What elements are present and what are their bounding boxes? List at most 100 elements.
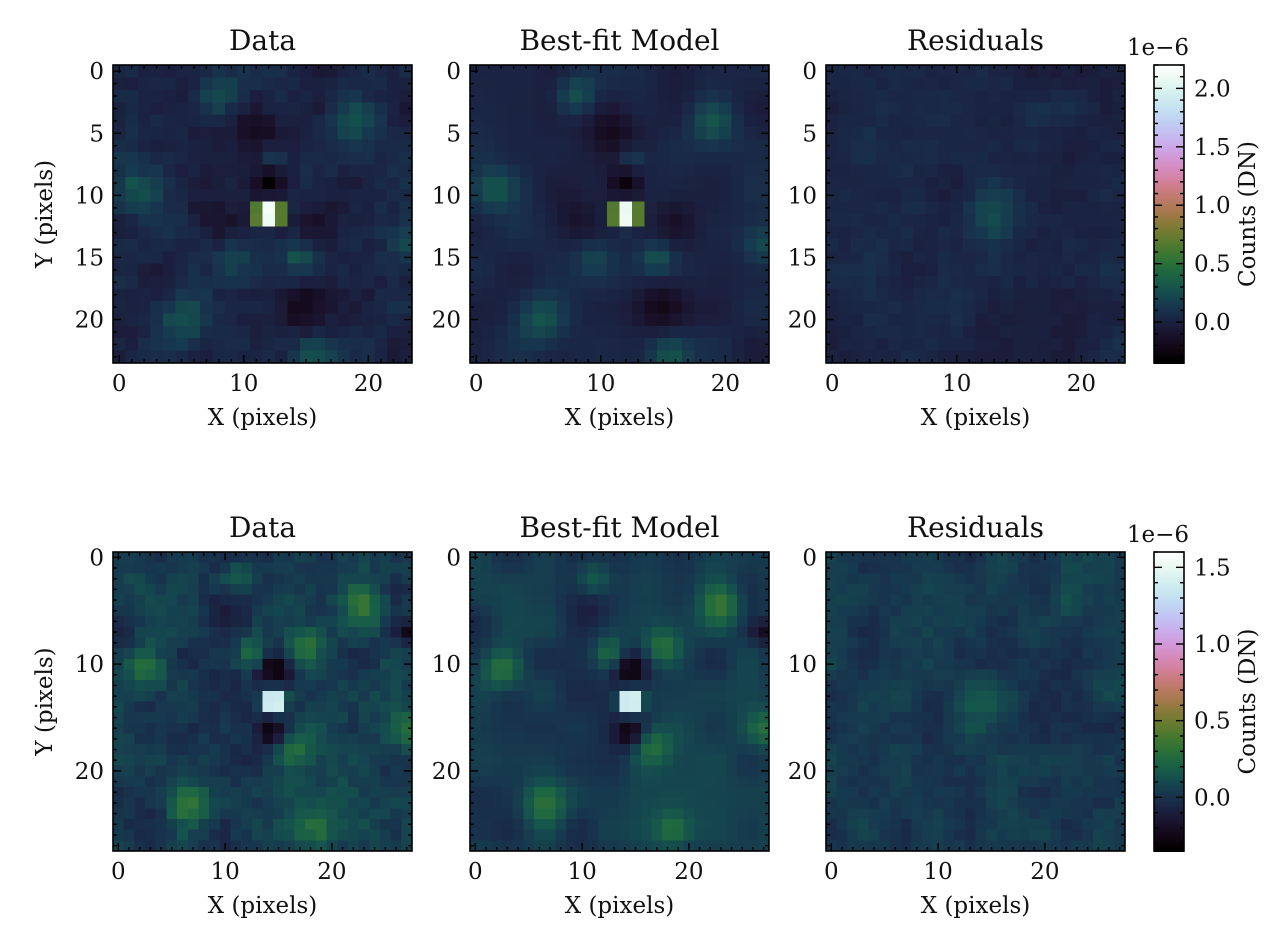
image-pixel xyxy=(1050,701,1062,713)
colorbar-step xyxy=(1154,233,1184,238)
image-pixel xyxy=(250,102,264,116)
image-pixel xyxy=(209,701,221,713)
image-pixel xyxy=(1012,151,1026,165)
image-pixel xyxy=(826,690,838,703)
image-pixel xyxy=(250,127,264,141)
image-pixel xyxy=(879,722,891,735)
image-pixel xyxy=(494,139,508,153)
image-pixel xyxy=(358,840,370,852)
image-pixel xyxy=(669,350,683,364)
image-pixel xyxy=(672,701,685,713)
image-pixel xyxy=(863,313,877,327)
image-pixel xyxy=(494,350,508,364)
image-pixel xyxy=(555,573,567,585)
image-pixel xyxy=(1082,584,1094,596)
image-pixel xyxy=(619,648,631,660)
image-pixel xyxy=(651,562,663,574)
image-pixel xyxy=(1062,214,1076,228)
image-pixel xyxy=(162,139,176,153)
image-pixel xyxy=(656,214,670,228)
image-pixel xyxy=(494,102,508,116)
image-pixel xyxy=(644,151,658,165)
image-pixel xyxy=(212,127,226,141)
image-pixel xyxy=(681,189,695,203)
image-pixel xyxy=(911,765,923,777)
image-pixel xyxy=(125,226,139,240)
image-pixel xyxy=(1007,690,1019,703)
colorbar-step xyxy=(1154,298,1184,302)
image-pixel xyxy=(986,616,998,628)
image-pixel xyxy=(187,786,200,799)
image-pixel xyxy=(362,151,376,165)
image-pixel xyxy=(312,251,326,265)
image-pixel xyxy=(938,214,952,228)
image-pixel xyxy=(390,637,402,649)
image-pixel xyxy=(996,786,1009,799)
image-pixel xyxy=(879,573,891,585)
image-pixel xyxy=(868,776,880,788)
image-pixel xyxy=(198,776,210,788)
image-pixel xyxy=(555,712,567,724)
image-pixel xyxy=(1050,626,1062,639)
image-pixel xyxy=(299,276,313,290)
image-pixel xyxy=(726,669,738,681)
image-pixel xyxy=(491,584,503,596)
image-pixel xyxy=(975,722,987,735)
image-pixel xyxy=(868,712,880,724)
image-pixel xyxy=(900,829,913,841)
image-pixel xyxy=(225,65,239,79)
image-pixel xyxy=(470,722,482,735)
image-pixel xyxy=(512,722,524,735)
image-pixel xyxy=(187,722,200,735)
image-pixel xyxy=(337,818,349,831)
image-pixel xyxy=(879,680,891,692)
image-pixel xyxy=(544,263,558,277)
image-pixel xyxy=(938,89,952,103)
image-pixel xyxy=(566,562,578,574)
image-pixel xyxy=(491,669,503,681)
image-pixel xyxy=(379,808,392,820)
image-pixel xyxy=(619,127,633,141)
image-pixel xyxy=(175,176,189,190)
image-pixel xyxy=(273,584,285,596)
image-pixel xyxy=(900,786,913,799)
image-pixel xyxy=(587,744,599,756)
image-pixel xyxy=(847,840,859,852)
image-pixel xyxy=(379,562,392,574)
image-pixel xyxy=(672,637,685,649)
image-pixel xyxy=(847,680,859,692)
colorbar-step xyxy=(1154,609,1184,613)
image-pixel xyxy=(390,552,402,564)
image-pixel xyxy=(911,829,923,841)
image-pixel xyxy=(566,808,578,820)
image-pixel xyxy=(315,808,328,820)
image-pixel xyxy=(826,573,838,585)
image-pixel xyxy=(502,840,514,852)
image-pixel xyxy=(1103,765,1115,777)
image-pixel xyxy=(187,712,200,724)
image-pixel xyxy=(838,139,852,153)
image-pixel xyxy=(964,829,977,841)
image-pixel xyxy=(644,114,658,128)
image-pixel xyxy=(187,102,201,116)
image-pixel xyxy=(1039,605,1051,617)
image-pixel xyxy=(863,164,877,178)
image-pixel xyxy=(922,637,934,649)
image-pixel xyxy=(758,818,770,831)
image-pixel xyxy=(836,626,848,639)
image-pixel xyxy=(230,690,242,703)
image-pixel xyxy=(177,658,189,671)
image-pixel xyxy=(863,114,877,128)
image-pixel xyxy=(315,754,328,767)
image-pixel xyxy=(401,594,413,606)
image-pixel xyxy=(283,754,296,767)
image-pixel xyxy=(838,151,852,165)
image-pixel xyxy=(731,102,745,116)
image-pixel xyxy=(576,829,589,841)
colorbar-step xyxy=(1154,273,1184,277)
image-pixel xyxy=(587,690,599,703)
image-pixel xyxy=(519,325,533,339)
image-pixel xyxy=(932,562,945,574)
image-pixel xyxy=(715,562,727,574)
image-pixel xyxy=(1062,77,1076,91)
